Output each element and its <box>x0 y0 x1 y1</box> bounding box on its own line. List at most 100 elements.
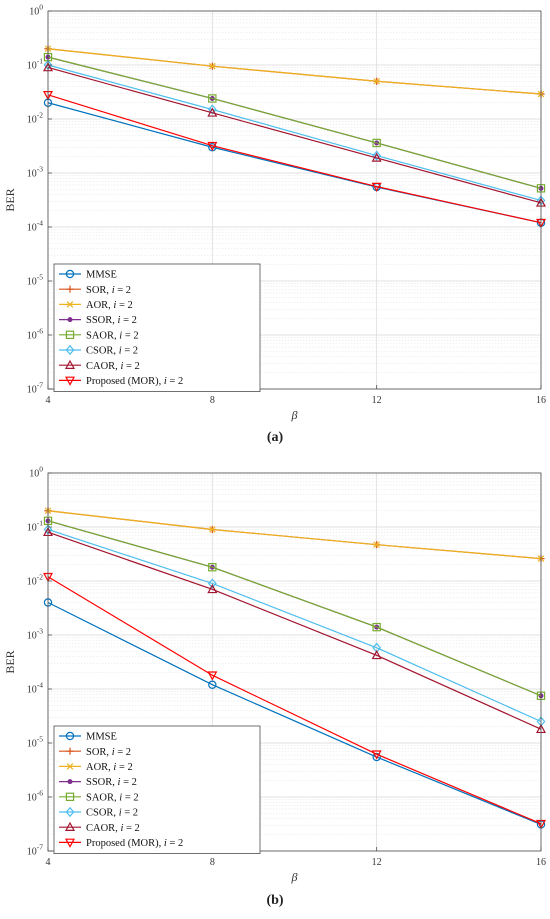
x-tick-label: 4 <box>46 395 51 406</box>
data-point <box>207 578 217 589</box>
legend-label: CSOR, i = 2 <box>86 808 138 819</box>
x-tick-label: 16 <box>536 395 546 406</box>
series-line <box>47 64 542 202</box>
y-tick-label: 100 <box>29 465 43 480</box>
legend-label: SSOR, i = 2 <box>86 777 137 788</box>
legend-label: SOR, i = 2 <box>86 747 131 758</box>
x-axis-label: β <box>291 870 298 884</box>
data-point <box>207 107 218 117</box>
x-tick-label: 12 <box>372 395 382 406</box>
series-line <box>47 66 542 204</box>
legend-label: AOR, i = 2 <box>86 300 133 311</box>
panel-caption-b: (b) <box>266 893 284 908</box>
series-line <box>47 56 542 189</box>
data-point <box>207 104 217 115</box>
y-tick-label: 10-5 <box>27 273 43 288</box>
legend-label: MMSE <box>86 732 117 743</box>
legend-label: CAOR, i = 2 <box>86 823 140 834</box>
legend-label: CSOR, i = 2 <box>86 346 138 357</box>
legend-marker <box>65 344 75 356</box>
y-tick-label: 10-5 <box>27 735 43 750</box>
series-line <box>47 601 542 826</box>
legend-label: SAOR, i = 2 <box>86 792 139 803</box>
y-tick-label: 10-1 <box>27 57 43 72</box>
y-tick-label: 10-7 <box>27 381 43 396</box>
legend-marker <box>67 317 73 323</box>
legend-marker <box>66 747 74 755</box>
legend-label: Proposed (MOR), i = 2 <box>86 376 183 387</box>
x-tick-label: 16 <box>536 857 546 868</box>
legend-label: SAOR, i = 2 <box>86 330 139 341</box>
legend-marker <box>66 763 74 770</box>
chart-b-svg: 4 8 12 16 10-7 10-6 10-5 10-4 10-3 10-2 10-1 100 β BE… <box>3 465 547 884</box>
y-tick-label: 10-2 <box>27 111 43 126</box>
data-point <box>208 680 217 689</box>
x-tick-label: 12 <box>372 857 382 868</box>
chart-panel-b: 4 8 12 16 10-7 10-6 10-5 10-4 10-3 10-2 10-1 100 β BE… <box>0 462 550 919</box>
legend-marker <box>64 821 76 831</box>
y-axis-label: BER <box>3 188 17 211</box>
y-tick-label: 10-1 <box>27 519 43 534</box>
ticks: 4 8 12 16 10-7 10-6 10-5 10-4 10-3 10-2 10-1 100 <box>27 3 546 407</box>
legend-marker <box>64 376 76 386</box>
series-line <box>47 48 542 95</box>
data-point <box>373 541 380 549</box>
y-tick-label: 10-4 <box>27 681 43 696</box>
legend-marker <box>65 269 75 279</box>
data-point <box>371 182 382 193</box>
y-axis-label: BER <box>3 650 17 673</box>
y-tick-label: 10-6 <box>27 327 43 342</box>
panel-caption-a: (a) <box>266 430 284 445</box>
chart-panel-a: 4 8 12 16 10-7 10-6 10-5 10-4 10-3 10-2 10-1 100 β BE… <box>0 0 550 455</box>
data-point <box>207 583 218 594</box>
legend-marker <box>64 359 76 369</box>
series-line <box>47 510 542 560</box>
x-tick-label: 4 <box>46 857 51 868</box>
axes-frame <box>47 10 542 390</box>
legend-label: AOR, i = 2 <box>86 762 133 773</box>
y-tick-label: 100 <box>29 3 43 18</box>
series-line <box>47 94 542 224</box>
legend-marker <box>65 731 75 741</box>
y-tick-label: 10-3 <box>27 165 43 180</box>
legend-marker <box>65 806 75 818</box>
x-tick-label: 8 <box>210 857 215 868</box>
data-point <box>371 649 382 660</box>
data-point <box>209 62 216 70</box>
series-group <box>42 45 547 229</box>
y-tick-label: 10-4 <box>27 219 43 234</box>
legend-marker <box>67 779 73 785</box>
series-line <box>47 528 542 723</box>
legend-label: MMSE <box>86 270 117 281</box>
legend-box <box>53 725 261 854</box>
data-point <box>372 150 382 161</box>
series-line <box>47 531 542 730</box>
ticks: 4 8 12 16 10-7 10-6 10-5 10-4 10-3 10-2 10-1 100 <box>27 465 546 869</box>
legend-label: SSOR, i = 2 <box>86 315 137 326</box>
x-axis-label: β <box>291 408 298 422</box>
data-point <box>372 752 381 762</box>
axes-frame <box>47 472 542 852</box>
data-point <box>207 671 218 681</box>
legend-box <box>53 263 261 392</box>
legend-label: SOR, i = 2 <box>86 285 131 296</box>
series-line <box>47 520 542 697</box>
data-point <box>372 138 381 148</box>
data-point <box>372 622 381 632</box>
data-point <box>209 526 216 533</box>
y-tick-label: 10-2 <box>27 573 43 588</box>
chart-a-svg: 4 8 12 16 10-7 10-6 10-5 10-4 10-3 10-2 10-1 100 β BE… <box>3 3 547 422</box>
legend: MMSE SOR, i = 2 AOR, i = 2 SSOR, i = 2 SAOR,… <box>53 263 261 392</box>
data-point <box>371 750 382 760</box>
y-tick-label: 10-6 <box>27 789 43 804</box>
data-point <box>373 77 380 85</box>
legend-marker <box>66 301 74 308</box>
data-point <box>371 152 382 162</box>
x-tick-label: 8 <box>210 395 215 406</box>
data-point <box>208 94 217 103</box>
data-point <box>208 563 217 572</box>
legend-marker <box>65 792 75 802</box>
data-point <box>207 141 218 152</box>
legend: MMSE SOR, i = 2 AOR, i = 2 SSOR, i = 2 SAOR,… <box>53 725 261 854</box>
legend-label: Proposed (MOR), i = 2 <box>86 838 183 849</box>
